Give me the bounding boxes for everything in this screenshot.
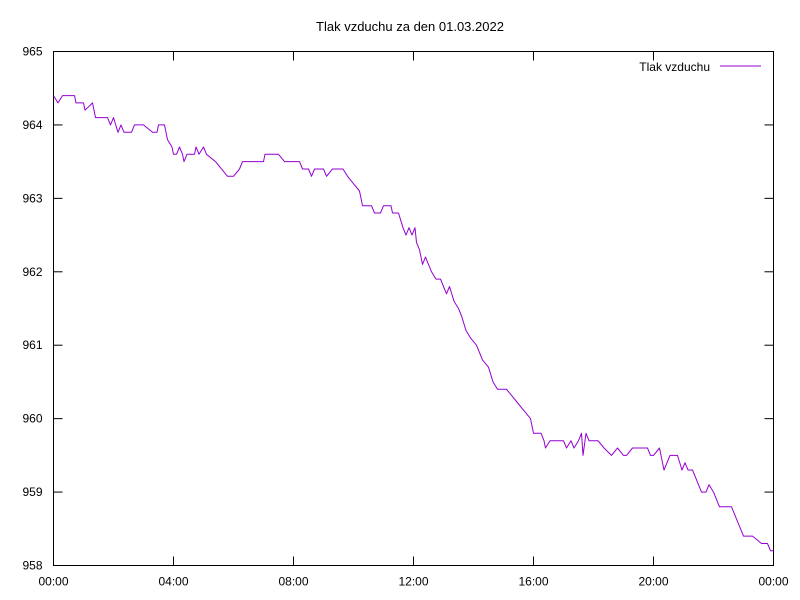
y-tick-label: 964 <box>22 118 42 132</box>
y-tick-label: 962 <box>22 265 42 279</box>
series-group <box>53 95 774 552</box>
plot-frame <box>53 51 774 566</box>
x-tick-label: 00:00 <box>38 575 68 589</box>
chart-title: Tlak vzduchu za den 01.03.2022 <box>316 19 504 34</box>
y-tick-label: 963 <box>22 191 42 205</box>
x-tick-label: 12:00 <box>398 575 428 589</box>
x-tick-label: 00:00 <box>758 575 788 589</box>
y-tick-label: 959 <box>22 485 42 499</box>
y-axis: 958 959 960 961 962 963 964 965 <box>22 45 774 573</box>
x-tick-label: 04:00 <box>158 575 188 589</box>
y-tick-label: 958 <box>22 559 42 573</box>
x-axis: 00:00 04:00 08:00 12:00 16:00 20:00 00:00 <box>38 51 789 589</box>
legend-label: Tlak vzduchu <box>639 60 710 74</box>
legend: Tlak vzduchu <box>639 60 761 74</box>
x-tick-label: 20:00 <box>638 575 668 589</box>
y-tick-label: 960 <box>22 412 42 426</box>
y-tick-label: 965 <box>22 45 42 59</box>
y-tick-label: 961 <box>22 338 42 352</box>
x-tick-label: 16:00 <box>518 575 548 589</box>
series-line <box>53 95 774 552</box>
x-tick-label: 08:00 <box>278 575 308 589</box>
